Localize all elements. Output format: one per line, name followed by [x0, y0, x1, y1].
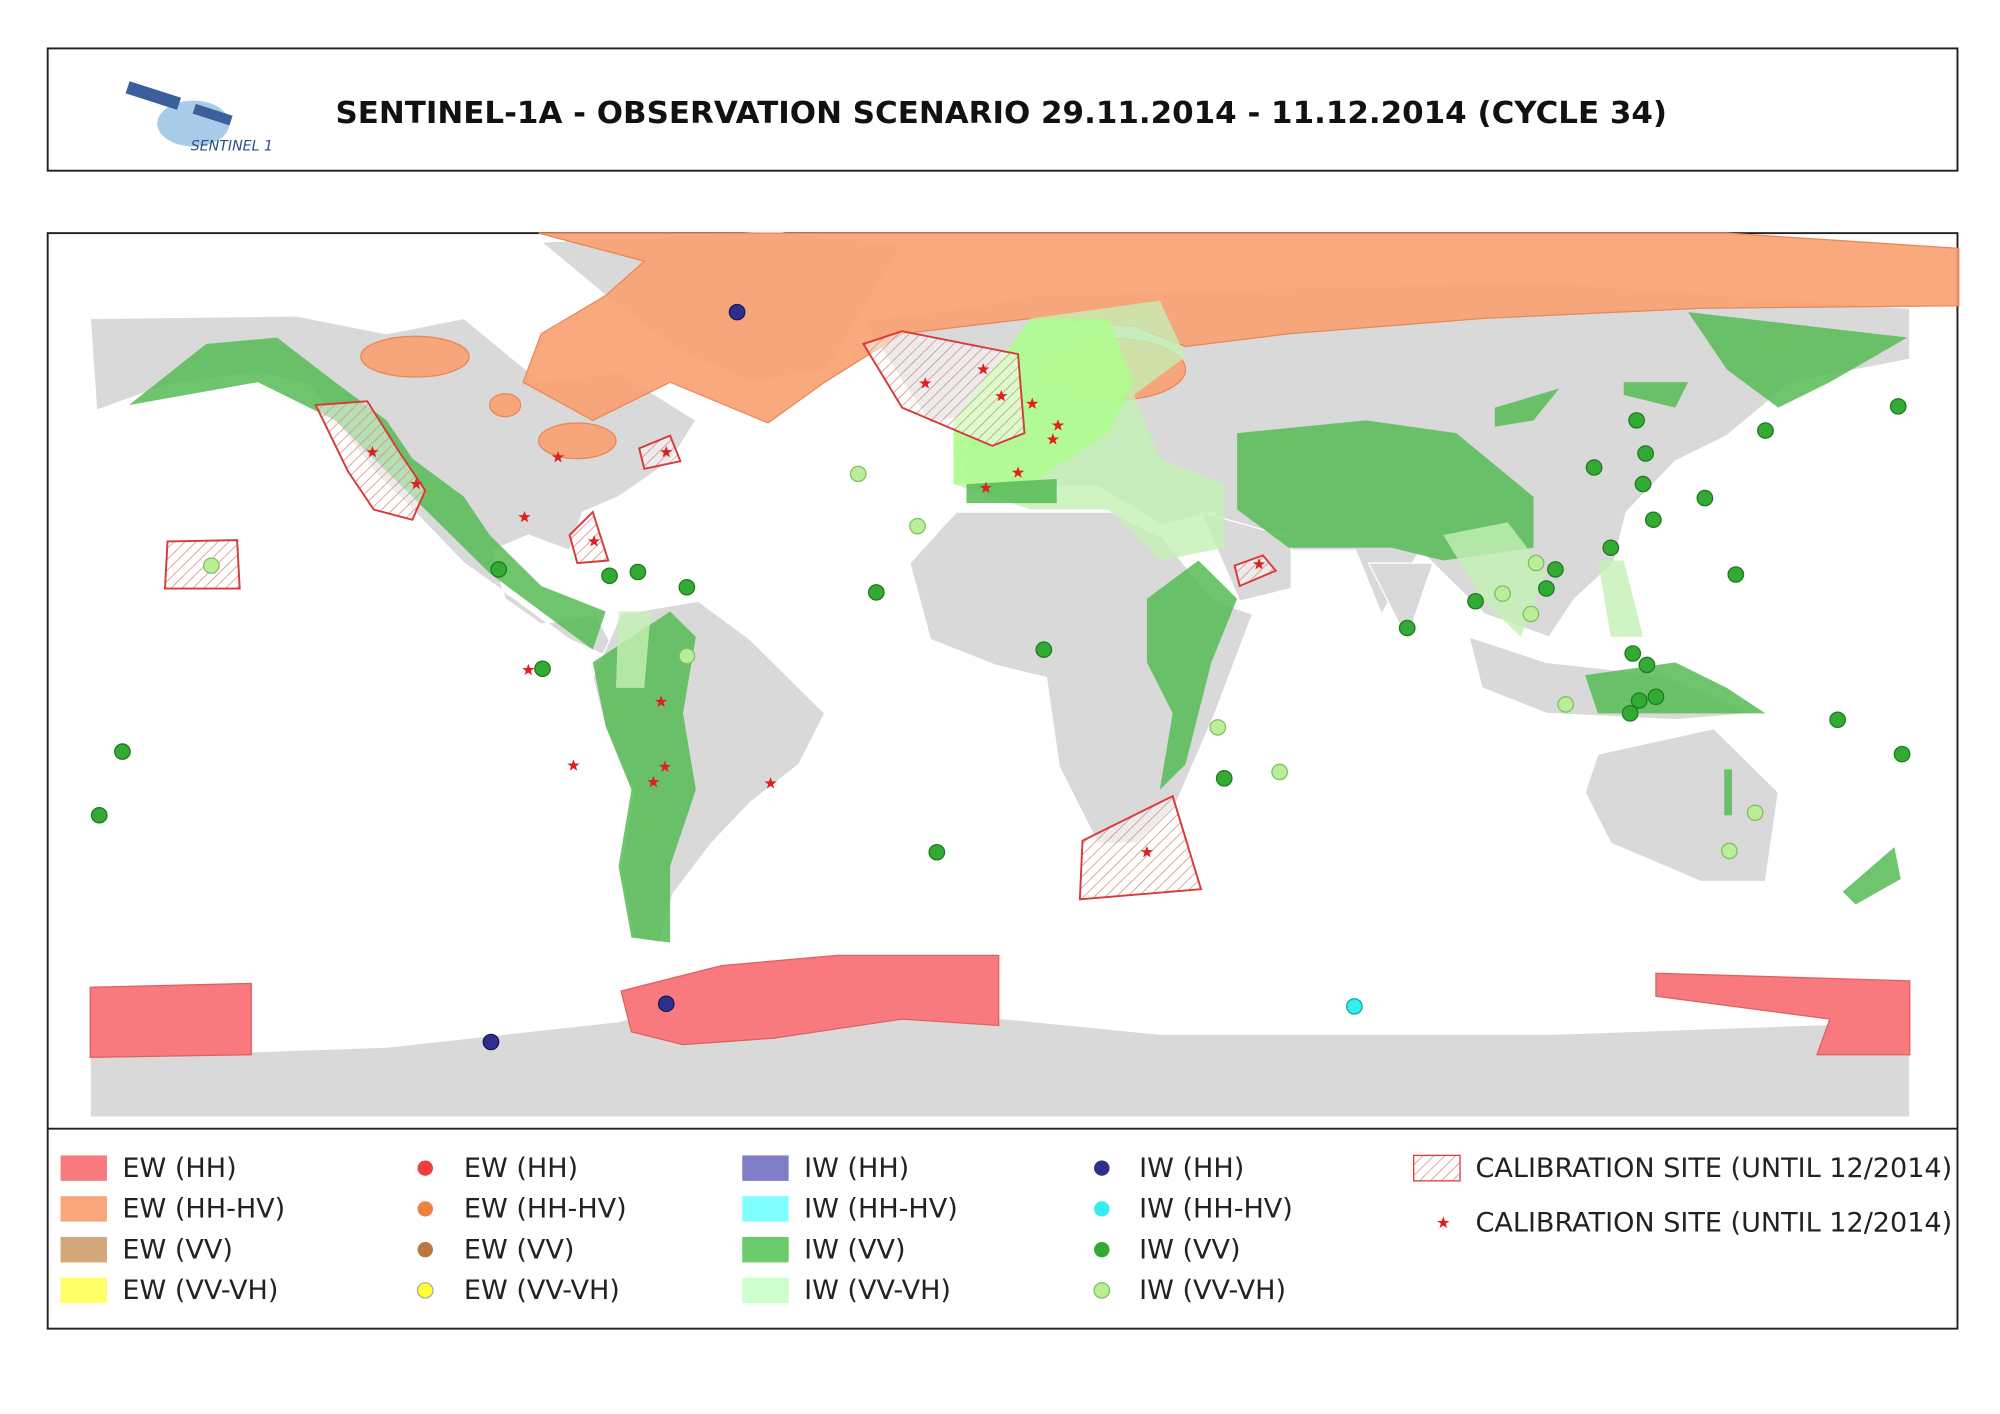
legend-dot: [417, 1201, 433, 1217]
legend-swatch: [60, 1155, 107, 1181]
legend-label: IW (HH-HV): [804, 1194, 958, 1225]
legend-swatch: [60, 1236, 107, 1263]
logo-text: SENTINEL 1: [191, 138, 273, 154]
legend-dot: [417, 1242, 433, 1258]
legend-label: EW (HH-HV): [122, 1194, 285, 1225]
legend: EW (HH) EW (HH-HV) EW (VV) EW (VV-VH) EW…: [60, 1153, 1953, 1306]
legend-label: EW (VV-VH): [464, 1275, 620, 1306]
legend-label: EW (HH): [122, 1153, 236, 1184]
calibration-sites: [163, 330, 1278, 901]
title: SENTINEL-1A - OBSERVATION SCENARIO 29.11…: [335, 95, 1667, 131]
legend-label: IW (VV): [804, 1235, 905, 1266]
legend-swatch: [742, 1277, 789, 1304]
legend-dot: [1094, 1242, 1110, 1258]
legend-swatch: [60, 1196, 107, 1222]
legend-label: IW (VV): [1139, 1235, 1240, 1266]
legend-swatch: [1413, 1154, 1461, 1182]
legend-label: EW (VV): [122, 1235, 233, 1266]
legend-swatch: [742, 1236, 789, 1263]
legend-dot: [1094, 1201, 1110, 1217]
legend-label: IW (VV-VH): [804, 1275, 951, 1306]
legend-dot: [1094, 1160, 1110, 1176]
legend-label: EW (VV-VH): [122, 1275, 278, 1306]
map: [89, 231, 1960, 1118]
legend-label: EW (HH-HV): [464, 1194, 627, 1225]
legend-label: IW (HH): [1139, 1153, 1244, 1184]
legend-dot: [416, 1282, 434, 1299]
legend-dot: [417, 1160, 433, 1176]
legend-label: EW (VV): [464, 1235, 575, 1266]
legend-swatch: [742, 1155, 789, 1181]
ew-hh-areas: [89, 954, 1911, 1058]
station-dots: [90, 303, 1911, 1051]
legend-label: IW (VV-VH): [1139, 1275, 1286, 1306]
legend-label: IW (HH): [804, 1153, 909, 1184]
legend-label: CALIBRATION SITE (UNTIL 12/2014): [1476, 1153, 1953, 1184]
legend-label: EW (HH): [464, 1153, 578, 1184]
legend-swatch: [60, 1277, 107, 1304]
header-box: [46, 47, 1959, 172]
legend-label: IW (HH-HV): [1139, 1194, 1293, 1225]
legend-dot: [1093, 1282, 1111, 1299]
legend-swatch: [742, 1196, 789, 1222]
logo: SENTINEL 1: [125, 81, 273, 154]
legend-label: CALIBRATION SITE (UNTIL 12/2014): [1476, 1208, 1953, 1239]
